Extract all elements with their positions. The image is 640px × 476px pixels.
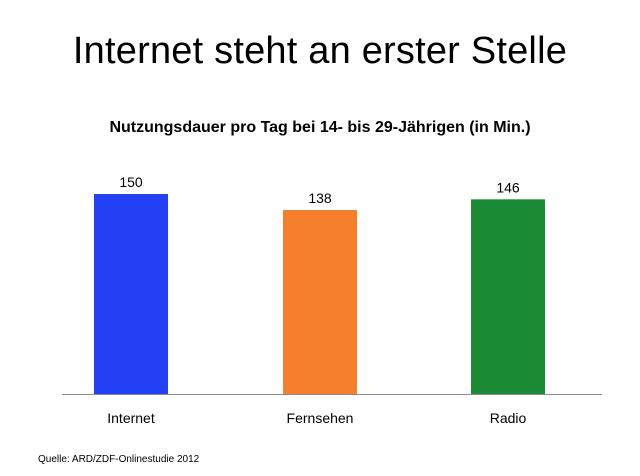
source-footnote: Quelle: ARD/ZDF-Onlinestudie 2012 <box>38 454 200 465</box>
bar-radio <box>471 199 545 394</box>
x-tick-label-internet: Internet <box>107 410 155 426</box>
x-tick-label-radio: Radio <box>490 410 527 426</box>
chart-title: Nutzungsdauer pro Tag bei 14- bis 29-Jäh… <box>109 119 531 136</box>
bar-fernsehen <box>283 210 357 394</box>
bar-internet <box>94 194 168 394</box>
data-label-fernsehen: 138 <box>308 190 332 206</box>
page-title: Internet steht an erster Stelle <box>72 30 568 72</box>
data-label-internet: 150 <box>119 174 143 190</box>
data-label-radio: 146 <box>496 179 520 195</box>
x-tick-label-fernsehen: Fernsehen <box>287 410 354 426</box>
